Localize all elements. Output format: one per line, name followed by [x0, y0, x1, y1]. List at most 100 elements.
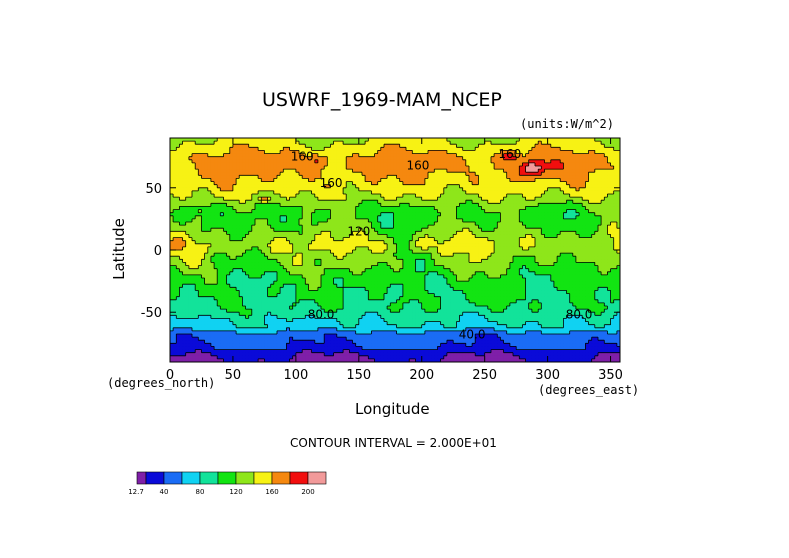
map-cell	[443, 218, 448, 223]
map-cell	[173, 162, 177, 167]
map-cell	[302, 194, 306, 198]
map-cell	[343, 166, 347, 170]
map-cell	[531, 243, 536, 248]
map-cell	[475, 243, 479, 248]
map-cell	[339, 187, 344, 192]
map-cell	[601, 209, 605, 214]
map-cell	[528, 178, 533, 183]
map-cell	[575, 237, 580, 242]
map-cell	[204, 206, 209, 211]
map-cell	[484, 200, 489, 204]
map-cell	[465, 209, 470, 214]
map-cell	[538, 194, 542, 198]
map-cell	[210, 172, 215, 176]
map-cell	[450, 166, 454, 170]
map-cell	[406, 172, 410, 176]
map-cell	[192, 206, 196, 211]
map-cell	[223, 215, 228, 220]
map-cell	[324, 218, 328, 223]
map-cell	[538, 166, 542, 170]
map-cell	[201, 206, 206, 211]
map-cell	[453, 156, 457, 161]
map-cell	[462, 237, 467, 242]
map-cell	[327, 228, 331, 232]
map-cell	[176, 215, 180, 220]
map-cell	[563, 153, 568, 158]
map-cell	[607, 231, 612, 235]
map-cell	[478, 169, 483, 173]
map-cell	[330, 234, 335, 239]
map-cell	[283, 162, 287, 167]
map-cell	[217, 162, 221, 167]
map-cell	[182, 169, 187, 173]
map-cell	[343, 234, 347, 239]
map-cell	[601, 218, 605, 223]
map-cell	[198, 228, 202, 232]
map-cell	[173, 138, 177, 142]
map-cell	[468, 181, 473, 186]
map-cell	[597, 144, 602, 148]
map-cell	[289, 190, 294, 195]
map-cell	[607, 197, 612, 201]
map-cell	[399, 159, 404, 164]
map-cell	[170, 215, 174, 220]
map-cell	[283, 175, 287, 179]
map-cell	[557, 231, 561, 235]
map-cell	[437, 194, 442, 198]
map-cell	[188, 209, 193, 214]
map-cell	[349, 181, 354, 186]
map-cell	[468, 222, 473, 226]
map-cell	[295, 181, 300, 186]
map-cell	[588, 215, 593, 220]
map-cell	[192, 144, 196, 148]
map-cell	[280, 150, 284, 155]
map-cell	[393, 231, 398, 235]
map-cell	[393, 175, 398, 179]
map-cell	[569, 147, 574, 151]
map-cell	[500, 203, 505, 207]
map-cell	[402, 200, 407, 204]
map-cell	[192, 150, 196, 155]
map-cell	[302, 206, 306, 211]
map-cell	[503, 181, 508, 186]
map-cell	[349, 206, 354, 211]
map-cell	[245, 203, 250, 207]
map-cell	[525, 156, 530, 161]
map-cell	[402, 243, 407, 248]
map-cell	[188, 203, 193, 207]
map-cell	[500, 184, 505, 189]
map-cell	[487, 190, 492, 195]
map-cell	[377, 200, 382, 204]
map-cell	[597, 175, 602, 179]
map-cell	[541, 234, 545, 239]
map-cell	[182, 197, 187, 201]
map-cell	[324, 197, 328, 201]
map-cell	[368, 225, 372, 229]
map-cell	[242, 181, 247, 186]
map-cell	[525, 147, 530, 151]
map-cell	[509, 234, 514, 239]
map-cell	[286, 181, 291, 186]
map-cell	[535, 231, 539, 235]
map-cell	[267, 147, 272, 151]
map-cell	[292, 222, 297, 226]
map-cell	[393, 200, 398, 204]
map-cell	[336, 144, 341, 148]
map-cell	[440, 166, 445, 170]
map-cell	[217, 200, 221, 204]
map-cell	[528, 153, 533, 158]
map-cell	[569, 215, 574, 220]
map-cell	[349, 159, 354, 164]
map-cell	[487, 153, 492, 158]
map-cell	[566, 166, 571, 170]
map-cell	[220, 218, 224, 223]
map-cell	[292, 237, 297, 242]
map-cell	[242, 175, 247, 179]
map-cell	[437, 190, 442, 195]
map-cell	[232, 206, 237, 211]
map-cell	[538, 240, 542, 245]
map-cell	[453, 172, 457, 176]
map-cell	[472, 218, 476, 223]
map-cell	[399, 209, 404, 214]
map-cell	[616, 172, 620, 176]
